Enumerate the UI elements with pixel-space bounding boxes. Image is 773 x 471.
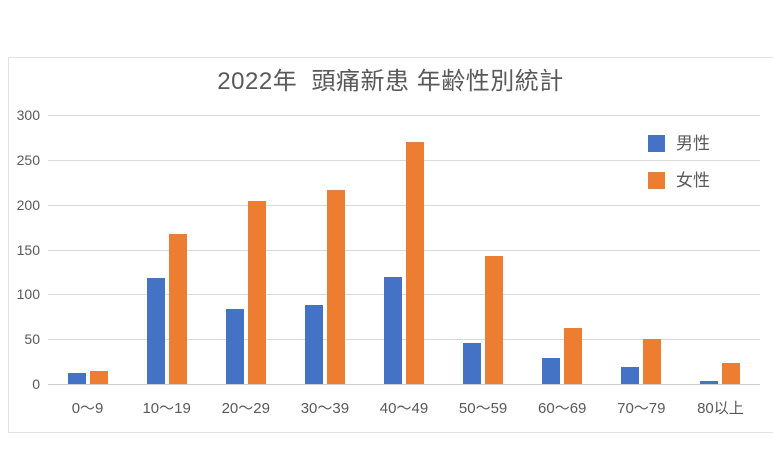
x-tick-label-70〜79: 70〜79 <box>617 400 666 417</box>
y-tick-label-50: 50 <box>24 331 40 348</box>
bar-groups <box>48 115 760 384</box>
bar-女性-40〜49 <box>405 141 424 384</box>
bar-group-10〜19 <box>127 115 206 384</box>
y-tick-label-150: 150 <box>16 241 40 258</box>
bar-女性-60〜69 <box>564 328 583 384</box>
bar-group-70〜79 <box>602 115 681 384</box>
gridline-300 <box>48 115 760 116</box>
bar-女性-70〜79 <box>643 339 662 384</box>
x-tick-label-80以上: 80以上 <box>697 400 744 417</box>
bar-男性-70〜79 <box>621 366 640 384</box>
bar-group-50〜59 <box>444 115 523 384</box>
legend-label-男性: 男性 <box>676 134 710 153</box>
bar-女性-20〜29 <box>247 201 266 384</box>
gridline-100 <box>48 294 760 296</box>
x-tick-label-10〜19: 10〜19 <box>142 400 191 417</box>
bar-group-60〜69 <box>523 115 602 384</box>
x-axis: 0〜9 10〜19 20〜29 30〜39 40〜49 50〜59 60〜69 70〜79 80… <box>48 397 760 418</box>
bar-女性-50〜59 <box>485 255 504 384</box>
legend-item-女性: 女性 <box>648 172 710 189</box>
bar-男性-0〜9 <box>67 373 86 384</box>
y-tick-label-300: 300 <box>16 107 40 123</box>
legend-label-女性: 女性 <box>676 171 710 190</box>
legend-item-男性: 男性 <box>648 135 710 152</box>
bar-男性-40〜49 <box>383 277 402 384</box>
y-tick-label-200: 200 <box>16 196 40 213</box>
bar-男性-20〜29 <box>225 308 244 384</box>
legend-swatch-男性 <box>648 135 665 152</box>
legend: 男性 女性 <box>648 135 710 209</box>
bar-男性-10〜19 <box>146 278 165 384</box>
bar-女性-10〜19 <box>168 234 187 384</box>
bar-男性-50〜59 <box>463 342 482 384</box>
bar-女性-30〜39 <box>326 190 345 384</box>
gridline-150 <box>48 249 760 251</box>
bar-group-30〜39 <box>285 115 364 384</box>
gridline-50 <box>48 339 760 341</box>
bar-男性-80以上 <box>700 381 719 384</box>
bar-group-80以上 <box>681 115 760 384</box>
x-tick-label-60〜69: 60〜69 <box>538 400 587 417</box>
gridline-250 <box>48 159 760 161</box>
x-tick-label-20〜29: 20〜29 <box>221 400 270 417</box>
bar-女性-0〜9 <box>89 370 108 384</box>
chart-title: 2022年 頭痛新患 年齢性別統計 <box>217 68 564 95</box>
y-axis: 300 250 200 150 100 50 0 <box>0 107 40 392</box>
gridline-200 <box>48 204 760 206</box>
legend-swatch-女性 <box>648 172 665 189</box>
x-tick-label-40〜49: 40〜49 <box>379 400 429 417</box>
x-tick-label-50〜59: 50〜59 <box>458 400 508 417</box>
y-tick-label-100: 100 <box>16 286 40 303</box>
bar-group-40〜49 <box>364 115 443 384</box>
bar-女性-80以上 <box>722 363 741 384</box>
bar-group-20〜29 <box>206 115 285 384</box>
x-tick-label-0〜9: 0〜9 <box>71 400 104 417</box>
plot-area <box>48 115 760 385</box>
bar-男性-60〜69 <box>542 358 561 384</box>
y-tick-label-250: 250 <box>16 151 40 168</box>
y-tick-label-0: 0 <box>32 376 40 392</box>
x-tick-label-30〜39: 30〜39 <box>300 400 350 417</box>
bar-group-0〜9 <box>48 115 127 384</box>
gridline-0 <box>48 384 760 385</box>
bar-男性-30〜39 <box>304 305 323 384</box>
